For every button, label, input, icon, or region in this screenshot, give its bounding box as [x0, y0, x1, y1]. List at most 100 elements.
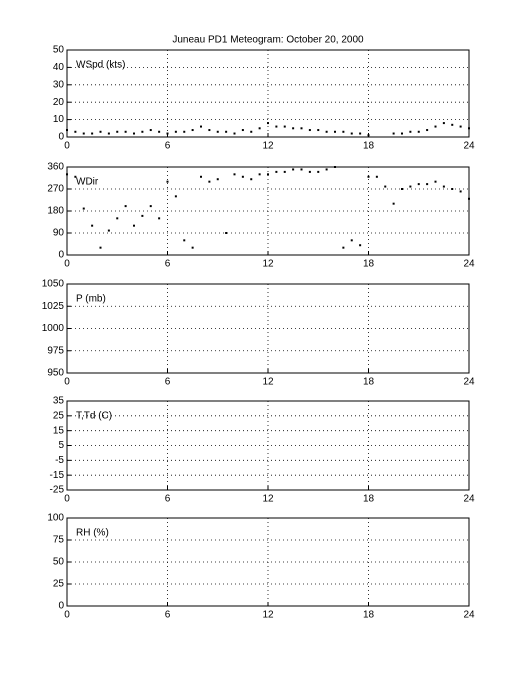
x-tick-label: 12 [262, 377, 274, 388]
data-point [91, 224, 94, 227]
data-point [334, 166, 336, 168]
y-tick-label: 90 [53, 228, 65, 239]
data-point [133, 224, 135, 227]
data-point [116, 217, 119, 220]
data-point [350, 132, 353, 135]
data-point [283, 170, 286, 173]
data-point [384, 185, 387, 188]
y-tick-label: 1025 [42, 301, 65, 312]
data-point [401, 188, 403, 190]
x-tick-label: 6 [165, 494, 171, 505]
panel-label: WDir [76, 177, 99, 188]
data-point [233, 132, 236, 135]
data-point [149, 129, 152, 132]
y-tick-label: -5 [55, 455, 64, 466]
panel-frame [66, 283, 470, 374]
x-tick-label: 18 [363, 610, 375, 621]
data-point [107, 132, 110, 135]
panel-label: T,Td (C) [76, 411, 112, 422]
data-point [216, 178, 219, 181]
x-tick-label: 18 [363, 494, 375, 505]
data-point [183, 130, 186, 133]
data-point [451, 123, 454, 126]
x-tick-label: 0 [64, 494, 70, 505]
data-point [258, 127, 261, 130]
panel-label: WSpd (kts) [76, 60, 125, 71]
data-point [191, 129, 194, 132]
y-tick-label: 20 [53, 97, 65, 108]
data-point [401, 132, 403, 135]
y-tick-label: 0 [58, 250, 64, 261]
data-point [225, 232, 228, 234]
data-point [74, 130, 77, 133]
data-point [300, 127, 303, 130]
y-tick-label: 100 [47, 513, 64, 524]
x-tick-label: 24 [463, 610, 475, 621]
x-tick-label: 6 [165, 141, 171, 152]
x-tick-label: 6 [165, 259, 171, 270]
y-tick-label: 50 [53, 557, 65, 568]
x-tick-label: 24 [463, 494, 475, 505]
data-point [258, 173, 261, 176]
data-point [91, 132, 94, 135]
data-point [451, 188, 454, 190]
x-tick-label: 24 [463, 259, 475, 270]
data-point [191, 246, 194, 249]
data-point [375, 175, 378, 178]
data-point [107, 229, 110, 232]
y-tick-label: 5 [58, 440, 64, 451]
data-point [149, 205, 152, 208]
chart-title: Juneau PD1 Meteogram: October 20, 2000 [172, 35, 364, 46]
data-point [325, 130, 328, 133]
y-tick-label: 360 [47, 162, 64, 173]
y-tick-label: 1000 [42, 323, 65, 334]
x-tick-label: 0 [64, 259, 70, 270]
data-point [267, 122, 269, 125]
y-tick-label: 0 [58, 132, 64, 143]
data-point [342, 130, 345, 133]
data-point [392, 132, 395, 135]
data-point [442, 185, 445, 188]
y-tick-label: 25 [53, 579, 65, 590]
x-tick-label: 12 [262, 259, 274, 270]
data-point [292, 127, 295, 130]
data-point [241, 129, 244, 132]
panel-label: RH (%) [76, 528, 109, 539]
x-tick-label: 0 [64, 141, 70, 152]
panel-label: P (mb) [76, 294, 106, 305]
x-tick-label: 12 [262, 494, 274, 505]
data-point [250, 178, 253, 181]
data-point [359, 132, 362, 135]
data-point [325, 168, 328, 171]
data-point [66, 129, 68, 132]
data-point [66, 173, 68, 176]
data-point [409, 185, 412, 188]
y-tick-label: 975 [47, 345, 64, 356]
data-point [116, 130, 119, 133]
data-point [141, 214, 144, 217]
data-point [426, 183, 429, 186]
data-point [124, 130, 127, 133]
data-point [275, 125, 278, 128]
data-point [250, 130, 253, 133]
panel-frame [66, 49, 470, 138]
data-point [174, 195, 177, 198]
x-tick-label: 18 [363, 141, 375, 152]
data-point [434, 125, 437, 128]
data-point [426, 129, 429, 132]
x-tick-label: 6 [165, 610, 171, 621]
data-point [367, 134, 370, 137]
data-point [216, 130, 219, 133]
y-tick-label: 40 [53, 62, 65, 73]
data-point [200, 175, 202, 178]
y-tick-label: 0 [58, 601, 64, 612]
y-tick-label: 950 [47, 368, 64, 379]
data-point [82, 132, 85, 135]
data-point [417, 183, 420, 186]
data-point [359, 244, 362, 247]
data-point [183, 239, 186, 242]
y-tick-label: 15 [53, 425, 65, 436]
x-tick-label: 18 [363, 259, 375, 270]
data-point [342, 246, 345, 249]
